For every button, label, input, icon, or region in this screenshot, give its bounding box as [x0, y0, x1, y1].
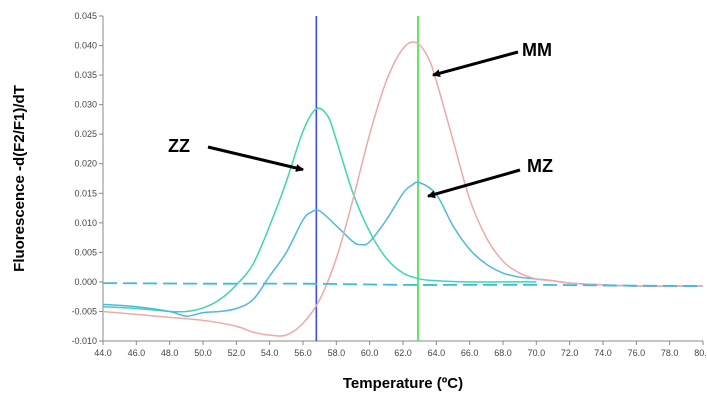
x-tick-label: 70.0 — [528, 348, 546, 358]
x-tick-label: 80.0 — [694, 348, 707, 358]
y-tick-label: 0.020 — [74, 159, 97, 169]
y-tick-label: 0.040 — [74, 41, 97, 51]
y-tick-label: 0.030 — [74, 100, 97, 110]
annotation-label-mm: MM — [522, 40, 552, 60]
x-tick-label: 58.0 — [328, 348, 346, 358]
x-tick-label: 74.0 — [594, 348, 612, 358]
x-axis-ticks: 44.0 46.0 48.0 50.0 52.0 54.0 56.0 58.0 60.0 62.0… — [94, 341, 707, 358]
x-tick-label: 62.0 — [394, 348, 412, 358]
annotation-arrow — [432, 50, 519, 78]
y-tick-label: -0.005 — [71, 306, 97, 316]
reference-lines — [315, 16, 419, 341]
y-axis-ticks: 0.045 0.040 0.035 0.030 0.025 0.020 0.015 0.010… — [71, 11, 103, 346]
plot-frame — [102, 16, 703, 342]
y-tick-label: 0.035 — [74, 70, 97, 80]
x-tick-label: 78.0 — [661, 348, 679, 358]
x-tick-label: 64.0 — [428, 348, 446, 358]
y-tick-label: 0.015 — [74, 188, 97, 198]
x-tick-label: 48.0 — [161, 348, 179, 358]
annotation-arrow — [207, 145, 304, 172]
series-line — [102, 41, 703, 337]
series-line — [102, 107, 537, 313]
y-axis-label: Fluorescence -d(F2/F1)/dT — [11, 85, 28, 272]
x-tick-label: 66.0 — [461, 348, 479, 358]
annotations: ZZ MM MZ — [168, 40, 553, 199]
baseline-series-line — [102, 282, 704, 287]
x-tick-label: 46.0 — [128, 348, 146, 358]
annotation-label-zz: ZZ — [168, 136, 190, 156]
x-tick-label: 52.0 — [228, 348, 246, 358]
x-tick-label: 68.0 — [494, 348, 512, 358]
x-tick-label: 54.0 — [261, 348, 279, 358]
annotation-arrow — [427, 168, 521, 199]
x-axis-label: Temperature (ºC) — [343, 375, 463, 392]
x-tick-label: 60.0 — [361, 348, 379, 358]
y-tick-label: 0.045 — [74, 11, 97, 21]
y-tick-label: 0.025 — [74, 129, 97, 139]
series-line — [102, 181, 703, 317]
y-tick-label: 0.000 — [74, 277, 97, 287]
annotation-label-mz: MZ — [527, 156, 553, 176]
x-tick-label: 50.0 — [194, 348, 212, 358]
x-tick-label: 76.0 — [628, 348, 646, 358]
x-tick-label: 56.0 — [294, 348, 312, 358]
y-tick-label: -0.010 — [71, 336, 97, 346]
series-layer — [102, 41, 704, 337]
x-tick-label: 72.0 — [561, 348, 579, 358]
y-tick-label: 0.010 — [74, 218, 97, 228]
y-tick-label: 0.005 — [74, 247, 97, 257]
x-tick-label: 44.0 — [94, 348, 112, 358]
